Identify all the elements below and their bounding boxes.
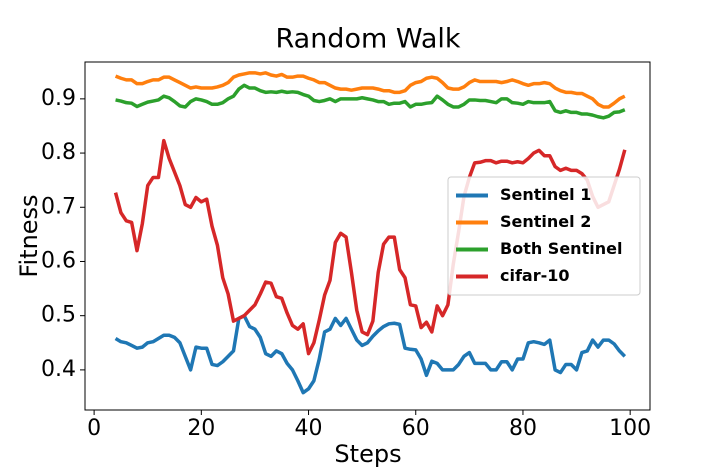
- x-tick-label: 100: [609, 416, 651, 441]
- legend-label: cifar-10: [500, 266, 570, 285]
- series-line: [114, 313, 627, 395]
- x-tick-label: 60: [402, 416, 430, 441]
- y-tick-label: 0.4: [41, 357, 76, 382]
- chart-title: Random Walk: [275, 24, 460, 55]
- x-axis-label: Steps: [334, 440, 401, 468]
- plot-frame: [84, 61, 651, 411]
- series-line: [113, 138, 627, 356]
- series-line: [114, 71, 626, 109]
- y-tick-label: 0.6: [41, 248, 76, 273]
- y-tick-label: 0.5: [41, 303, 76, 328]
- legend: Sentinel 1 Sentinel 2 Both Sentinel cifar-1…: [447, 176, 641, 296]
- y-tick-label: 0.8: [41, 140, 76, 165]
- x-tick-label: 0: [87, 416, 101, 441]
- legend-box: [447, 176, 641, 296]
- y-tick-label: 0.9: [41, 86, 76, 111]
- x-tick-label: 80: [509, 416, 537, 441]
- x-tick-label: 40: [295, 416, 323, 441]
- legend-label: Sentinel 1: [500, 185, 591, 204]
- legend-label: Sentinel 2: [500, 212, 591, 231]
- legend-label: Both Sentinel: [500, 239, 622, 258]
- y-tick-label: 0.7: [41, 194, 76, 219]
- x-tick-label: 20: [187, 416, 215, 441]
- series-line: [115, 83, 626, 120]
- y-axis-label: Fitness: [15, 194, 43, 277]
